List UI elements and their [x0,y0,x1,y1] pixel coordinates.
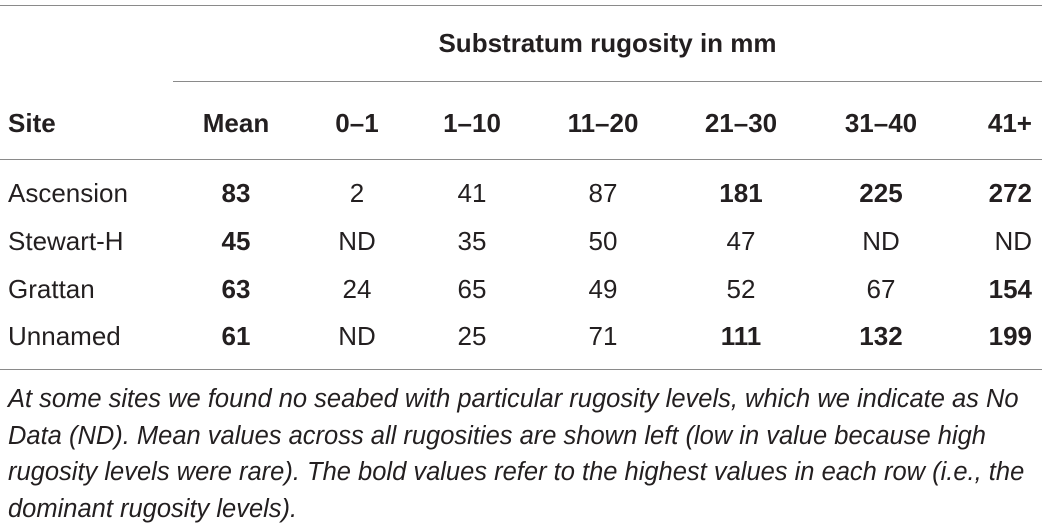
header-mean: Mean [202,108,270,138]
value-cell-31-40: 225 [859,178,903,208]
value-cell-21-30: 47 [726,226,756,256]
header-11-20: 11–20 [567,108,639,138]
value-cell-41-plus: 199 [988,321,1032,351]
value-cell-41-plus: 272 [988,178,1032,208]
bottom-rule [0,369,1042,370]
header-site: Site [8,108,56,138]
value-cell-1-10: 25 [457,321,487,351]
top-rule [0,5,1042,6]
value-cell-11-20: 50 [588,226,618,256]
value-cell-0-1: ND [338,226,376,256]
site-cell: Ascension [8,178,128,208]
header-41-plus: 41+ [987,108,1032,138]
header-rule [0,159,1042,160]
value-cell-0-1: ND [338,321,376,351]
value-cell-1-10: 65 [457,274,487,304]
value-cell-1-10: 35 [457,226,487,256]
site-cell: Unnamed [8,321,121,351]
table-footnote: At some sites we found no seabed with pa… [8,385,1025,523]
value-cell-0-1: 2 [349,178,365,208]
value-cell-mean: 45 [221,226,251,256]
header-0-1: 0–1 [335,108,379,138]
site-cell: Grattan [8,274,95,304]
value-cell-21-30: 52 [726,274,756,304]
value-cell-21-30: 111 [720,321,762,351]
value-cell-11-20: 87 [588,178,618,208]
group-header: Substratum rugosity in mm [438,28,777,58]
value-cell-41-plus: 154 [988,274,1032,304]
value-cell-11-20: 71 [588,321,618,351]
value-cell-31-40: 132 [859,321,903,351]
value-cell-41-plus: ND [994,226,1032,256]
value-cell-0-1: 24 [342,274,372,304]
value-cell-31-40: ND [862,226,900,256]
value-cell-31-40: 67 [866,274,896,304]
value-cell-mean: 83 [221,178,251,208]
header-31-40: 31–40 [844,108,918,138]
header-1-10: 1–10 [443,108,501,138]
group-header-rule [173,81,1042,82]
value-cell-11-20: 49 [588,274,618,304]
value-cell-mean: 61 [221,321,251,351]
site-cell: Stewart-H [8,226,124,256]
value-cell-21-30: 181 [719,178,763,208]
value-cell-mean: 63 [221,274,251,304]
value-cell-1-10: 41 [457,178,487,208]
header-21-30: 21–30 [704,108,778,138]
